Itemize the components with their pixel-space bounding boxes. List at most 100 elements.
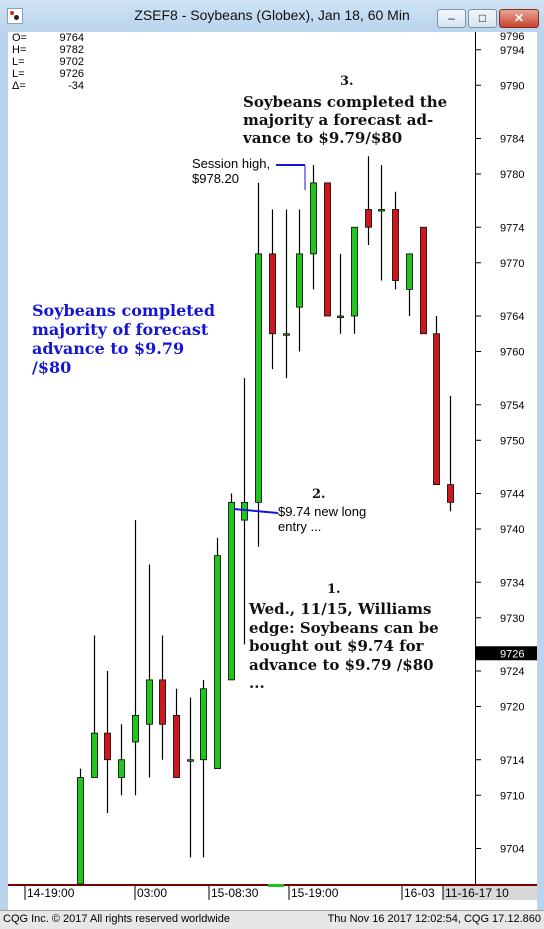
- candle-body-up: [118, 759, 125, 778]
- ohlc-change: Δ= -34: [12, 80, 84, 92]
- price-tick-label: 9720: [500, 702, 524, 714]
- candle-body-up: [228, 501, 235, 681]
- candle-bar: [159, 635, 166, 760]
- price-tick-label: 9734: [500, 577, 524, 589]
- minimize-icon: –: [448, 11, 455, 25]
- candle-body-down: [365, 209, 372, 228]
- candle-body-down: [447, 484, 454, 503]
- candle-bar: [200, 679, 207, 858]
- candle-body-up: [146, 679, 153, 725]
- candle-body-up: [351, 226, 358, 317]
- candle-body-up: [132, 714, 139, 743]
- candle-bar: [269, 209, 276, 370]
- candle-body-up: [406, 253, 413, 290]
- time-tick-label: 15-08:30: [211, 886, 259, 900]
- close-icon: ✕: [513, 11, 525, 25]
- price-tick-label: 9754: [500, 400, 524, 412]
- price-tick-label: 9794: [500, 45, 524, 57]
- candle-body-down: [269, 253, 276, 335]
- candle-bar: [447, 395, 454, 512]
- time-tick-label: 03:00: [137, 886, 167, 900]
- price-tick-label: 9774: [500, 222, 524, 234]
- candle-bar: [77, 768, 84, 885]
- candle-bar: [406, 253, 413, 316]
- close-button[interactable]: ✕: [499, 9, 539, 28]
- candle-body-up: [91, 732, 98, 778]
- time-tick-label: 14-19:00: [27, 886, 75, 900]
- candle-bar: [420, 226, 427, 335]
- entry-leader: [233, 508, 279, 514]
- candle-body-up: [378, 209, 385, 212]
- annotation-1-number: 1.: [327, 582, 341, 597]
- candle-bar: [283, 209, 290, 379]
- maximize-icon: □: [478, 11, 487, 25]
- annotation-2-text: $9.74 new long entry ...: [278, 504, 367, 534]
- price-tick-label: 9714: [500, 755, 524, 767]
- price-axis[interactable]: [476, 32, 537, 884]
- ohlc-last: L= 9726: [12, 68, 84, 80]
- chart-plot-area[interactable]: [8, 32, 476, 884]
- window-title: ZSEF8 - Soybeans (Globex), Jan 18, 60 Mi…: [134, 7, 410, 23]
- candle-bar: [132, 520, 139, 796]
- candle-bar: [228, 493, 235, 681]
- cqg-app-icon: [7, 8, 23, 24]
- candle-body-down: [420, 226, 427, 335]
- maximize-button[interactable]: □: [468, 9, 497, 28]
- price-tick-label: 9724: [500, 666, 524, 678]
- price-tick-label: 9730: [500, 613, 524, 625]
- price-tick-label: 9750: [500, 435, 524, 447]
- candle-bar: [146, 564, 153, 778]
- annotation-3-text: Soybeans completed the majority a foreca…: [243, 93, 448, 147]
- candle-bar: [104, 671, 111, 813]
- candle-body-down: [104, 732, 111, 761]
- ohlc-high: H= 9782: [12, 44, 84, 56]
- price-tick-label: 9740: [500, 524, 524, 536]
- ohlc-low: L= 9702: [12, 56, 84, 68]
- time-tick-label: 16-03: [404, 886, 435, 900]
- minimize-button[interactable]: –: [437, 9, 466, 28]
- current-time-cell: [443, 886, 537, 900]
- time-tick-label: 15-19:00: [291, 886, 339, 900]
- candle-bar: [392, 191, 399, 290]
- candle-bar: [255, 182, 262, 547]
- candle-bar: [91, 635, 98, 778]
- candle-bar: [310, 165, 317, 290]
- ohlc-readout: O= 9764 H= 9782 L= 9702 L= 9726 Δ= -34: [12, 32, 92, 92]
- time-tick-label: 11-16-17 10: [445, 886, 509, 900]
- annotation-1-text: Wed., 11/15, Williams edge: Soybeans can…: [249, 600, 439, 692]
- candle-bar: [296, 209, 303, 352]
- candle-bar: [351, 226, 358, 334]
- candle-body-up: [200, 688, 207, 761]
- time-marker: [268, 884, 284, 887]
- price-tick-label: 9764: [500, 311, 524, 323]
- price-tick-label: 9780: [500, 169, 524, 181]
- candle-body-up: [255, 253, 262, 503]
- candle-bar: [173, 688, 180, 778]
- status-footer: CQG Inc. © 2017 All rights reserved worl…: [0, 910, 544, 929]
- annotation-2-number: 2.: [312, 487, 326, 502]
- candle-body-up: [296, 253, 303, 308]
- price-top-label: 9796: [500, 31, 524, 43]
- candle-bar: [241, 378, 248, 645]
- candle-body-up: [310, 182, 317, 255]
- price-tick-label: 9704: [500, 844, 524, 856]
- price-tick-label: 9744: [500, 489, 524, 501]
- candle-body-down: [324, 182, 331, 317]
- time-axis-labels: 14-19:00 03:00 15-08:30 15-19:00 16-03 11-16-…: [24, 884, 537, 900]
- candle-body-up: [187, 759, 194, 762]
- candle-bar: [433, 316, 440, 486]
- bars-layer: [77, 156, 454, 885]
- candle-bar: [378, 165, 385, 281]
- price-tick-label: 9760: [500, 347, 524, 359]
- last-price-box: [476, 646, 537, 661]
- title-bar: ZSEF8 - Soybeans (Globex), Jan 18, 60 Mi…: [0, 0, 544, 33]
- price-tick-label: 9784: [500, 134, 524, 146]
- candle-body-up: [337, 315, 344, 318]
- price-tick-label: 9790: [500, 80, 524, 92]
- candle-bar: [118, 724, 125, 796]
- candle-body-up: [77, 777, 84, 885]
- window-frame-right: [537, 32, 544, 910]
- session-high-label: Session high, $978.20: [192, 156, 271, 186]
- candle-body-up: [283, 333, 290, 336]
